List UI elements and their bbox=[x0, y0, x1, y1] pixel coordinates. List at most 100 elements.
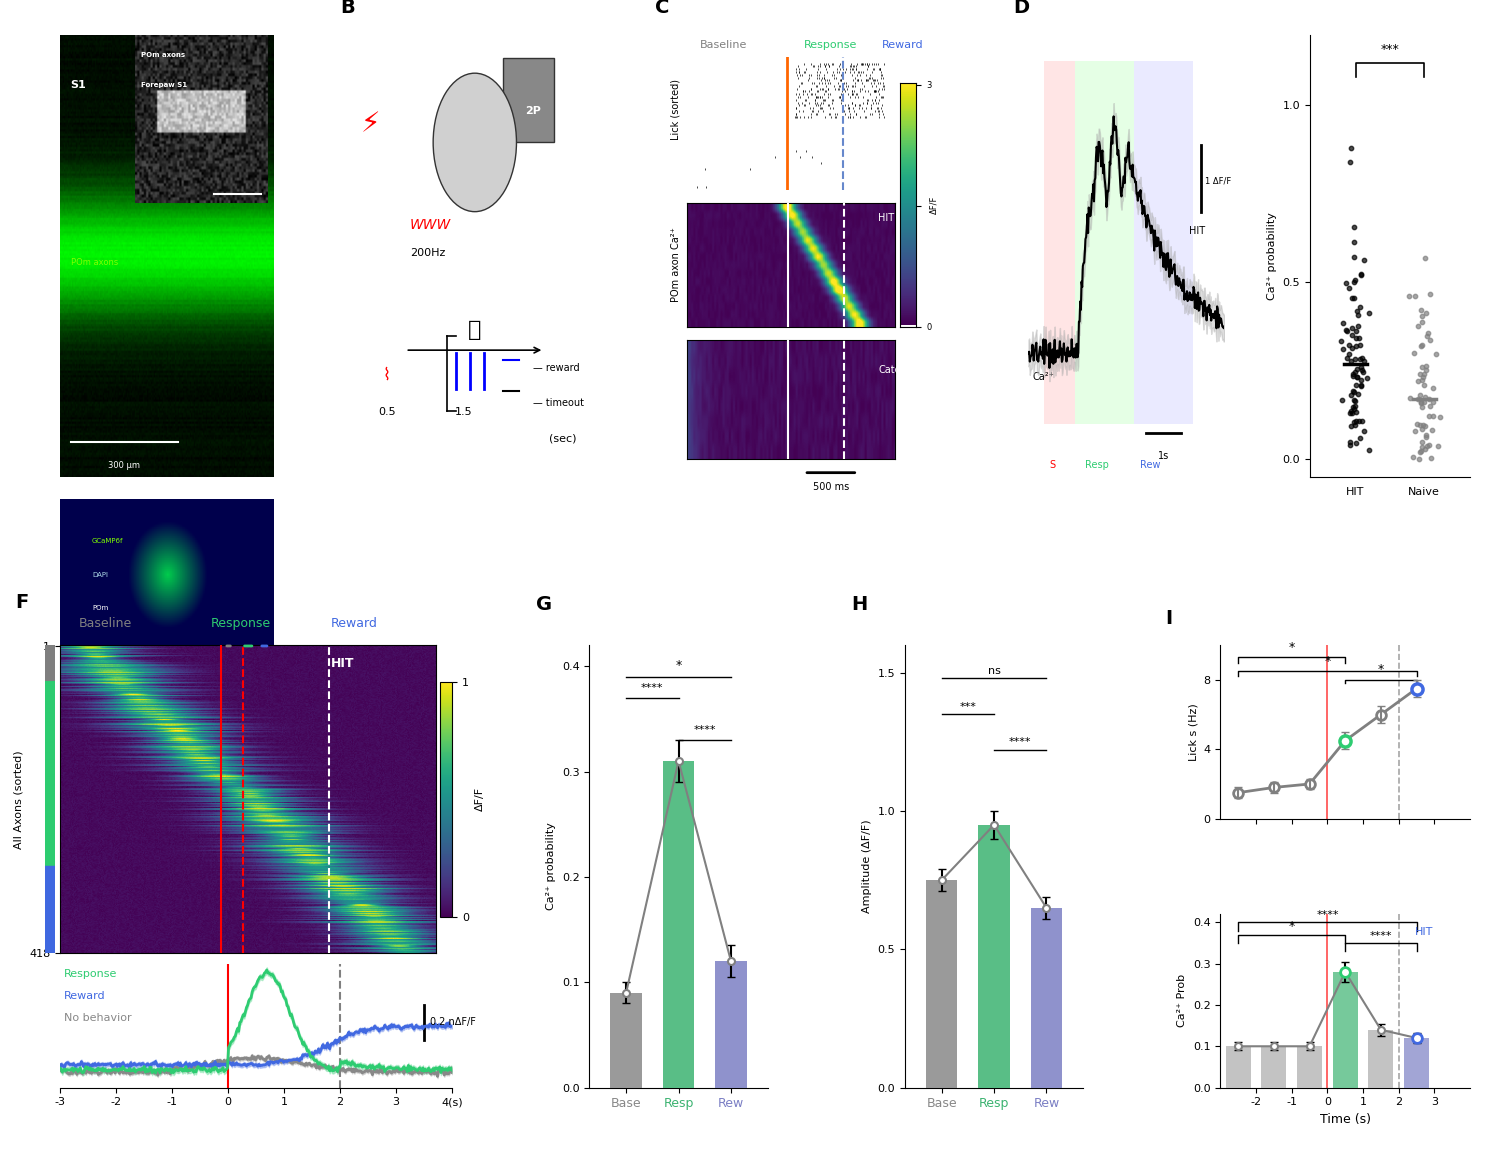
Bar bbox=[1076, 61, 1134, 423]
Text: ⚡: ⚡ bbox=[362, 110, 381, 138]
Point bbox=[1348, 358, 1372, 376]
Point bbox=[1402, 287, 1426, 305]
Point bbox=[1344, 376, 1368, 395]
Response bbox=[258, 963, 276, 977]
Point bbox=[1341, 382, 1365, 400]
Text: ****: **** bbox=[1370, 931, 1392, 941]
Point bbox=[1347, 384, 1371, 403]
Point bbox=[1346, 360, 1370, 378]
Point bbox=[1353, 352, 1377, 370]
Point bbox=[1407, 316, 1431, 334]
Reward bbox=[120, 1062, 138, 1076]
Text: Response: Response bbox=[210, 617, 270, 629]
Point bbox=[1350, 361, 1374, 379]
Point bbox=[1401, 448, 1425, 466]
Point bbox=[1413, 388, 1437, 406]
Point bbox=[1402, 344, 1426, 362]
Point bbox=[1330, 314, 1354, 332]
Text: Response: Response bbox=[64, 968, 117, 979]
Point bbox=[1346, 307, 1370, 325]
Response bbox=[429, 1062, 447, 1076]
Text: HIT: HIT bbox=[1414, 927, 1434, 937]
Text: 0.5: 0.5 bbox=[378, 407, 396, 418]
Bar bbox=[503, 58, 554, 142]
Bar bbox=[1298, 1046, 1322, 1088]
Point bbox=[1340, 418, 1364, 436]
Response bbox=[156, 1062, 174, 1076]
Point bbox=[1342, 413, 1366, 432]
Point bbox=[1341, 398, 1365, 417]
Reward bbox=[261, 1055, 279, 1069]
Reward bbox=[51, 1060, 69, 1074]
Point bbox=[1338, 279, 1362, 297]
Point bbox=[1348, 266, 1372, 285]
Line: Reward: Reward bbox=[60, 1023, 452, 1069]
Point bbox=[1341, 218, 1365, 236]
Point bbox=[1428, 407, 1452, 426]
Point bbox=[1418, 397, 1442, 415]
Text: — reward: — reward bbox=[532, 363, 579, 373]
Point bbox=[1418, 407, 1442, 426]
Y-axis label: ΔF/F: ΔF/F bbox=[474, 787, 484, 811]
Point bbox=[1342, 233, 1366, 251]
Point bbox=[1408, 443, 1432, 462]
X-axis label: Time (s): Time (s) bbox=[1320, 1113, 1371, 1126]
Point bbox=[1356, 368, 1380, 386]
Text: HIT: HIT bbox=[909, 106, 918, 123]
Point bbox=[1338, 433, 1362, 451]
Point bbox=[1414, 437, 1438, 456]
Point bbox=[1342, 362, 1366, 381]
Point bbox=[1412, 368, 1436, 386]
Point bbox=[1414, 326, 1438, 345]
Point bbox=[1414, 426, 1438, 444]
Point bbox=[1346, 367, 1370, 385]
Point bbox=[1338, 336, 1362, 354]
Point bbox=[1414, 361, 1438, 379]
Point bbox=[1348, 428, 1372, 447]
Point bbox=[1408, 442, 1432, 460]
Text: C: C bbox=[654, 0, 669, 16]
Bar bbox=[1262, 1046, 1287, 1088]
Point bbox=[1330, 390, 1354, 408]
Point bbox=[1414, 356, 1438, 375]
Point bbox=[1352, 363, 1376, 382]
Point bbox=[1340, 386, 1364, 405]
Bar bbox=[926, 880, 957, 1088]
Text: ⌇: ⌇ bbox=[382, 366, 392, 384]
Text: Lick (sorted): Lick (sorted) bbox=[670, 80, 681, 140]
Point bbox=[1338, 404, 1362, 422]
Text: D: D bbox=[1013, 0, 1029, 16]
Bar bbox=[716, 961, 747, 1088]
Point bbox=[1352, 421, 1376, 440]
Text: *: * bbox=[1288, 641, 1294, 654]
Point bbox=[1347, 317, 1371, 336]
Text: 1.5: 1.5 bbox=[454, 407, 472, 418]
Text: — timeout: — timeout bbox=[532, 398, 584, 408]
Text: S: S bbox=[1048, 460, 1054, 470]
Text: (sec): (sec) bbox=[549, 434, 576, 443]
Point bbox=[1407, 373, 1431, 391]
Response bbox=[442, 1063, 460, 1077]
Point bbox=[1335, 322, 1359, 340]
Bar bbox=[1404, 1038, 1429, 1088]
Point bbox=[1334, 274, 1358, 293]
Point bbox=[1408, 392, 1432, 411]
Response bbox=[440, 1061, 458, 1075]
Text: *: * bbox=[1324, 655, 1330, 668]
Point bbox=[1416, 324, 1440, 342]
Text: *: * bbox=[675, 658, 681, 671]
Point bbox=[1419, 449, 1443, 467]
Text: B: B bbox=[340, 0, 356, 16]
Point bbox=[1340, 289, 1364, 308]
Point bbox=[1404, 414, 1428, 433]
Point bbox=[1330, 339, 1354, 358]
Point bbox=[1358, 441, 1382, 459]
Point bbox=[1335, 348, 1359, 367]
Point bbox=[1344, 302, 1368, 320]
Point bbox=[1412, 376, 1436, 395]
Reward bbox=[284, 1053, 302, 1067]
No behavior bbox=[429, 1069, 447, 1083]
Text: HIT: HIT bbox=[1190, 226, 1204, 236]
Bar bbox=[1332, 972, 1358, 1088]
Point bbox=[1408, 395, 1432, 413]
